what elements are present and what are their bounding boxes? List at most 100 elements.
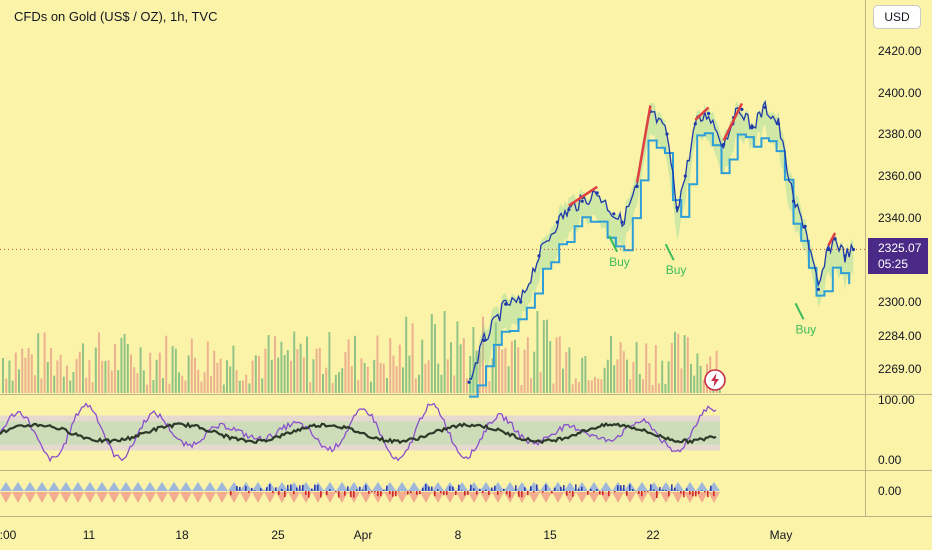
volume-bar	[88, 360, 91, 393]
volume-bar	[536, 311, 539, 393]
volume-bar	[43, 332, 46, 393]
histogram-bar	[446, 491, 448, 495]
histogram-bar	[665, 490, 667, 491]
histogram-bar	[470, 484, 472, 491]
volume-bar	[235, 370, 238, 393]
histogram-bar	[677, 490, 679, 491]
histogram-bar	[518, 491, 520, 497]
histogram-bar	[479, 488, 481, 491]
histogram-down	[180, 492, 192, 503]
volume-bar	[555, 337, 558, 393]
volume-bar	[66, 365, 68, 393]
histogram-bar	[308, 491, 310, 498]
histogram-up	[324, 482, 336, 491]
histogram-bar	[386, 485, 388, 491]
volume-bar	[638, 373, 641, 393]
histogram-bar	[521, 491, 523, 498]
histogram-down	[636, 492, 648, 503]
volume-bar	[283, 355, 286, 393]
histogram-down	[552, 492, 564, 503]
histogram-down	[84, 492, 96, 503]
price-axis[interactable]: 2269.00 2284.00 2300.00 2340.00 2360.00 2380.…	[878, 44, 922, 498]
histogram-bar	[287, 484, 289, 491]
histogram-up	[504, 482, 516, 491]
histogram-bar	[362, 489, 364, 491]
volume-bar	[254, 355, 257, 393]
volume-bar	[539, 372, 542, 393]
oscillator-fast-line	[0, 402, 717, 463]
histogram-bar	[278, 491, 280, 495]
histogram-bar	[641, 491, 643, 497]
volume-bar	[517, 347, 520, 393]
volume-bar	[702, 380, 705, 393]
volume-bar	[370, 381, 372, 393]
histogram-bar	[551, 491, 553, 494]
volume-bar	[171, 346, 174, 393]
histogram-bar	[371, 491, 373, 493]
volume-bar	[606, 359, 609, 393]
histogram-up	[0, 482, 12, 491]
price-point	[595, 191, 599, 195]
volume-bar	[299, 343, 302, 393]
histogram-down	[48, 492, 60, 503]
volume-bar	[632, 361, 635, 393]
volume-bar	[2, 358, 4, 393]
histogram-bar	[629, 484, 631, 491]
price-tick-label: 2360.00	[878, 169, 922, 183]
volume-bar	[114, 344, 116, 393]
time-axis[interactable]: :00 11 18 25 Apr 8 15 22 May	[0, 528, 792, 542]
price-point	[693, 122, 697, 126]
histogram-bar	[347, 486, 349, 491]
histogram-bar	[623, 485, 625, 491]
histogram-down	[192, 492, 204, 503]
lightning-icon[interactable]	[704, 369, 726, 391]
buy-signal-line	[794, 302, 805, 320]
histogram-down	[492, 492, 504, 503]
histogram-up	[660, 482, 672, 491]
price-point	[750, 126, 754, 130]
volume-bar	[440, 374, 443, 393]
volume-bar	[318, 347, 321, 393]
histogram-bar	[626, 491, 628, 496]
histogram-bar	[353, 491, 355, 498]
histogram-bar	[344, 491, 346, 496]
volume-bar	[590, 380, 593, 393]
histogram-bar	[452, 486, 454, 491]
resistance-segment	[827, 232, 837, 247]
volume-bar	[581, 357, 584, 393]
histogram-bar	[560, 486, 562, 491]
volume-bar	[270, 359, 273, 393]
histogram-bar	[683, 491, 685, 498]
histogram-down	[468, 492, 480, 503]
histogram-bar	[302, 484, 304, 491]
volume-bar	[523, 349, 526, 393]
histogram-down	[708, 492, 720, 503]
histogram-bar	[389, 491, 391, 495]
volume-bar	[37, 333, 40, 393]
histogram-bar	[338, 491, 340, 498]
volume-bar	[558, 336, 561, 393]
histogram-bar	[419, 491, 421, 495]
histogram-down	[612, 492, 624, 503]
histogram-bar	[659, 487, 661, 491]
volume-bar	[667, 361, 670, 393]
histogram-bar	[539, 491, 541, 492]
volume-bar	[594, 376, 596, 393]
histogram-bar	[275, 487, 277, 491]
volume-bar	[491, 358, 494, 393]
volume-bar	[325, 367, 328, 393]
volume-bar	[562, 368, 564, 393]
histogram-bar	[494, 485, 496, 491]
histogram-down	[576, 492, 588, 503]
histogram-bar	[296, 487, 298, 491]
time-tick-label: 22	[646, 528, 660, 542]
histogram-bar	[455, 491, 457, 495]
histogram-bar	[359, 486, 361, 491]
histogram-bar	[689, 491, 691, 495]
volume-bar	[683, 335, 686, 393]
oscillator-tick-label: 0.00	[878, 453, 902, 467]
currency-button[interactable]: USD	[873, 5, 921, 29]
histogram-bar	[698, 491, 700, 494]
histogram-bar	[491, 487, 493, 491]
